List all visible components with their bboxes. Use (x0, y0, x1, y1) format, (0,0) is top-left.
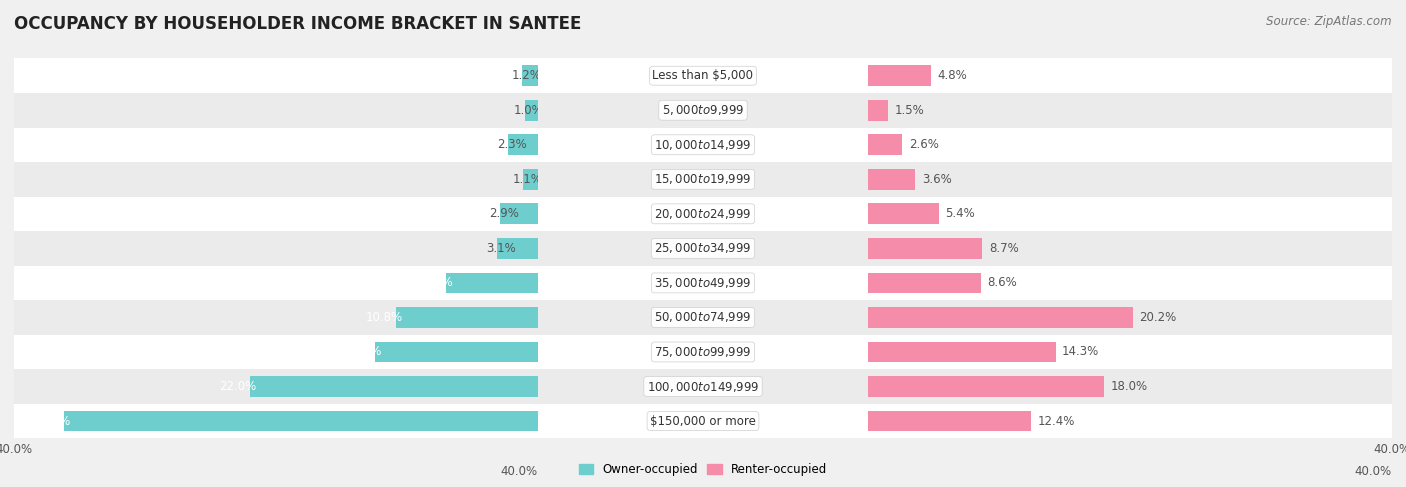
Text: 8.6%: 8.6% (987, 277, 1017, 289)
Bar (869, 341, 1056, 362)
Bar (499, 204, 537, 224)
Bar (537, 300, 869, 335)
Bar (14, 58, 537, 93)
Text: $20,000 to $24,999: $20,000 to $24,999 (654, 207, 752, 221)
Text: 1.0%: 1.0% (515, 104, 544, 117)
Bar (869, 128, 1392, 162)
Bar (869, 238, 983, 259)
Bar (869, 273, 981, 293)
Text: $50,000 to $74,999: $50,000 to $74,999 (654, 310, 752, 324)
Text: 7.0%: 7.0% (423, 277, 453, 289)
Text: 36.2%: 36.2% (34, 414, 70, 428)
Bar (537, 58, 869, 93)
Text: $150,000 or more: $150,000 or more (650, 414, 756, 428)
Bar (63, 411, 537, 431)
Bar (14, 197, 537, 231)
Bar (537, 335, 869, 369)
Text: 22.0%: 22.0% (219, 380, 256, 393)
Bar (869, 58, 1392, 93)
Text: 3.1%: 3.1% (486, 242, 516, 255)
Text: 12.4%: 12.4% (1038, 414, 1074, 428)
Bar (869, 204, 939, 224)
Bar (869, 411, 1031, 431)
Bar (869, 162, 1392, 197)
Bar (537, 404, 869, 438)
Text: 20.2%: 20.2% (1139, 311, 1177, 324)
Bar (537, 93, 869, 128)
Bar (250, 376, 537, 397)
Bar (396, 307, 537, 328)
Legend: Owner-occupied, Renter-occupied: Owner-occupied, Renter-occupied (574, 459, 832, 481)
Bar (524, 100, 537, 121)
Text: 8.7%: 8.7% (988, 242, 1018, 255)
Text: $100,000 to $149,999: $100,000 to $149,999 (647, 379, 759, 393)
Text: 1.5%: 1.5% (894, 104, 924, 117)
Bar (537, 162, 869, 197)
Text: $25,000 to $34,999: $25,000 to $34,999 (654, 242, 752, 255)
Bar (14, 300, 537, 335)
Bar (446, 273, 537, 293)
Bar (869, 93, 1392, 128)
Text: 10.8%: 10.8% (366, 311, 404, 324)
Bar (869, 231, 1392, 265)
Text: 40.0%: 40.0% (1355, 465, 1392, 478)
Text: $15,000 to $19,999: $15,000 to $19,999 (654, 172, 752, 187)
Text: 1.2%: 1.2% (512, 69, 541, 82)
Bar (869, 197, 1392, 231)
Bar (869, 404, 1392, 438)
Bar (869, 300, 1392, 335)
Text: $10,000 to $14,999: $10,000 to $14,999 (654, 138, 752, 152)
Text: 14.3%: 14.3% (1062, 345, 1099, 358)
Bar (869, 100, 889, 121)
Bar (14, 369, 537, 404)
Text: 40.0%: 40.0% (501, 465, 537, 478)
Text: 3.6%: 3.6% (922, 173, 952, 186)
Text: Less than $5,000: Less than $5,000 (652, 69, 754, 82)
Bar (14, 404, 537, 438)
Bar (14, 93, 537, 128)
Bar (537, 128, 869, 162)
Bar (14, 335, 537, 369)
Bar (508, 134, 537, 155)
Text: Source: ZipAtlas.com: Source: ZipAtlas.com (1267, 15, 1392, 28)
Bar (498, 238, 537, 259)
Text: 2.9%: 2.9% (489, 207, 519, 220)
Text: 1.1%: 1.1% (513, 173, 543, 186)
Text: 2.3%: 2.3% (498, 138, 527, 151)
Bar (869, 307, 1133, 328)
Text: $75,000 to $99,999: $75,000 to $99,999 (654, 345, 752, 359)
Text: $35,000 to $49,999: $35,000 to $49,999 (654, 276, 752, 290)
Text: OCCUPANCY BY HOUSEHOLDER INCOME BRACKET IN SANTEE: OCCUPANCY BY HOUSEHOLDER INCOME BRACKET … (14, 15, 582, 33)
Bar (523, 169, 537, 189)
Text: 5.4%: 5.4% (946, 207, 976, 220)
Bar (522, 65, 537, 86)
Text: 4.8%: 4.8% (938, 69, 967, 82)
Bar (14, 162, 537, 197)
Bar (537, 231, 869, 265)
Bar (869, 65, 931, 86)
Bar (537, 197, 869, 231)
Bar (14, 231, 537, 265)
Bar (537, 265, 869, 300)
Bar (869, 376, 1104, 397)
Bar (375, 341, 537, 362)
Bar (14, 128, 537, 162)
Text: 18.0%: 18.0% (1111, 380, 1147, 393)
Bar (869, 369, 1392, 404)
Bar (869, 134, 903, 155)
Text: $5,000 to $9,999: $5,000 to $9,999 (662, 103, 744, 117)
Bar (869, 335, 1392, 369)
Text: 2.6%: 2.6% (908, 138, 939, 151)
Bar (869, 265, 1392, 300)
Bar (869, 169, 915, 189)
Bar (14, 265, 537, 300)
Bar (537, 369, 869, 404)
Text: 12.4%: 12.4% (344, 345, 382, 358)
